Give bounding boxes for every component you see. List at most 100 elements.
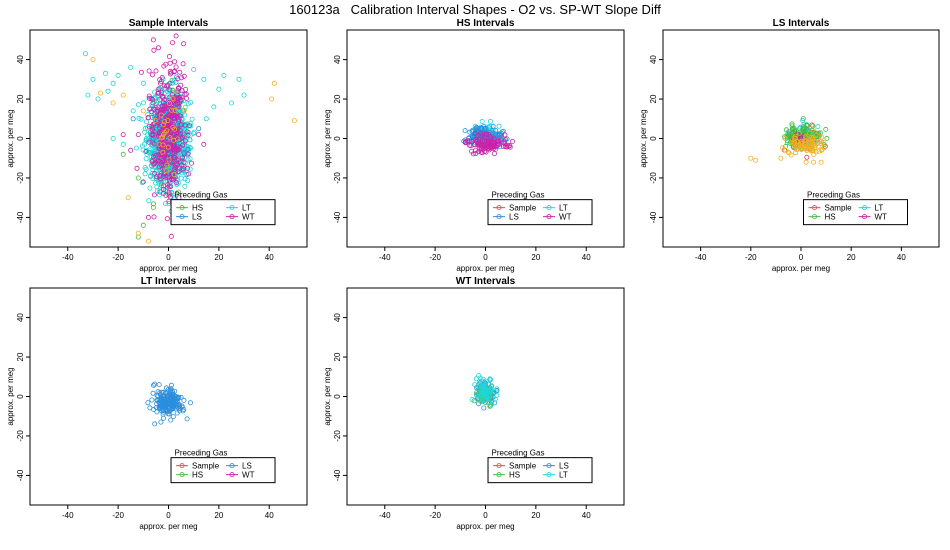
data-point: [164, 136, 170, 142]
data-point: [175, 180, 181, 186]
data-point: [150, 390, 156, 396]
data-point: [172, 107, 178, 113]
data-point: [476, 386, 482, 392]
data-point: [135, 132, 141, 138]
data-points: [145, 381, 193, 427]
legend-marker: [496, 214, 502, 220]
data-point: [140, 80, 146, 86]
data-point: [802, 141, 808, 147]
data-point: [161, 186, 167, 192]
legend-marker: [812, 214, 818, 220]
data-point: [145, 112, 151, 118]
data-point: [168, 403, 174, 409]
data-point: [269, 96, 275, 102]
data-point: [492, 389, 498, 395]
data-point: [792, 133, 798, 139]
legend-title: Preceding Gas: [492, 191, 545, 200]
legend-marker: [496, 472, 502, 478]
data-point: [135, 230, 141, 236]
data-point: [152, 381, 158, 387]
data-point: [151, 106, 157, 112]
series-orange: [748, 126, 827, 165]
data-point: [161, 63, 167, 69]
legend-box: [803, 199, 909, 226]
legend-marker: [229, 205, 235, 211]
legend-entry: Sample: [493, 462, 537, 471]
data-point: [143, 148, 149, 154]
data-point: [138, 116, 144, 122]
data-point: [147, 185, 153, 191]
legend-marker: [179, 205, 185, 211]
data-point: [488, 135, 494, 141]
data-point: [152, 117, 158, 123]
legend-marker: [496, 463, 502, 469]
legend-label: LS: [242, 462, 252, 471]
data-point: [469, 148, 475, 154]
chart-title: LS Intervals: [773, 18, 830, 29]
legend-marker: [546, 463, 552, 469]
data-point: [154, 409, 160, 415]
legend-entry: LT: [226, 204, 251, 213]
data-point: [160, 415, 166, 421]
data-point: [748, 155, 754, 161]
data-point: [167, 194, 173, 200]
data-point: [146, 150, 152, 156]
data-point: [166, 157, 172, 163]
data-point: [110, 80, 116, 86]
chart-panel-4: LT Intervals -40 -20 0 20 40 -40 -20 0 20 40 approx…: [6, 276, 308, 531]
data-point: [82, 51, 88, 57]
data-point: [90, 76, 96, 82]
data-point: [171, 172, 177, 178]
y-tick-label: -40: [333, 211, 342, 223]
data-point: [472, 130, 478, 136]
x-axis-label: approx. per meg: [139, 264, 197, 273]
legend-label: Sample: [825, 204, 853, 213]
data-point: [170, 124, 176, 130]
data-point: [158, 79, 164, 85]
data-point: [147, 96, 153, 102]
chart-title: Sample Intervals: [129, 18, 209, 29]
data-point: [479, 133, 485, 139]
data-point: [813, 149, 819, 155]
data-point: [162, 129, 168, 135]
data-point: [819, 147, 825, 153]
data-point: [147, 405, 153, 411]
data-point: [150, 154, 156, 160]
data-point: [818, 159, 824, 165]
data-point: [120, 151, 126, 157]
data-point: [816, 148, 822, 154]
data-point: [804, 147, 810, 153]
x-tick-label: -40: [379, 511, 391, 520]
x-axis-label: approx. per meg: [456, 264, 514, 273]
series-LS: [145, 381, 193, 427]
data-point: [165, 118, 171, 124]
y-tick-label: -40: [333, 469, 342, 481]
data-point: [139, 143, 145, 149]
x-tick-label: 20: [847, 253, 856, 262]
data-point: [144, 119, 150, 125]
data-point: [168, 382, 174, 388]
legend-title: Preceding Gas: [807, 191, 860, 200]
data-point: [172, 164, 178, 170]
data-point: [159, 389, 165, 395]
data-point: [178, 394, 184, 400]
legend-marker: [179, 472, 185, 478]
data-points: [469, 373, 500, 411]
data-point: [184, 178, 190, 184]
data-point: [181, 406, 187, 412]
data-point: [173, 64, 179, 70]
legend-marker: [229, 214, 235, 220]
data-point: [120, 141, 126, 147]
data-point: [476, 373, 482, 379]
legend-entry: HS: [808, 213, 836, 222]
data-point: [142, 171, 148, 177]
data-point: [484, 146, 490, 152]
x-tick-label: 40: [582, 253, 591, 262]
data-point: [789, 123, 795, 129]
data-point: [161, 159, 167, 165]
legend-entry: WT: [226, 471, 255, 480]
legend-entry: Sample: [808, 204, 853, 213]
data-point: [809, 122, 815, 128]
y-tick-label: 20: [333, 352, 342, 361]
data-point: [149, 123, 155, 129]
